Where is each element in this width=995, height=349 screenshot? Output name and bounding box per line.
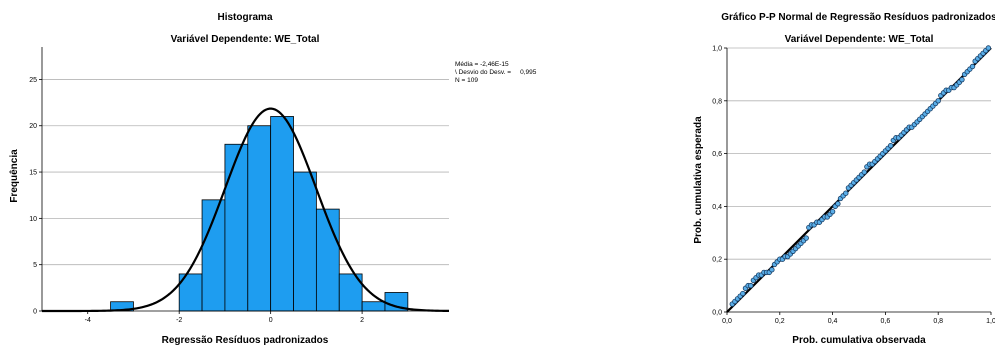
pp-plot-x-ticks: 0,0 0,2 0,4 0,6 0,8 1,0 — [722, 312, 995, 325]
pp-plot-point — [861, 169, 867, 175]
histogram-y-tick-label: 25 — [29, 77, 37, 84]
pp-plot-gridlines — [727, 47, 991, 260]
pp-plot-point — [829, 208, 836, 215]
histogram-title: Histograma — [217, 12, 272, 23]
pp-plot-point — [887, 142, 894, 149]
pp-plot-y-tick-label: 0,4 — [712, 204, 722, 211]
histogram-y-axis-title: Frequência — [9, 149, 20, 203]
pp-plot-point — [740, 290, 746, 297]
histogram-bar — [293, 171, 317, 312]
pp-plot-y-ticks: 0,0 0,2 0,4 0,6 0,8 1,0 — [712, 46, 727, 317]
histogram-x-axis-title: Regressão Resíduos padronizados — [162, 335, 329, 346]
pp-plot-point — [769, 267, 775, 273]
histogram-bar — [270, 116, 294, 312]
histogram-subtitle: Variável Dependente: WE_Total — [171, 34, 320, 45]
pp-plot-point — [985, 45, 992, 51]
pp-plot-subtitle: Variável Dependente: WE_Total — [785, 34, 934, 45]
histogram-y-tick-label: 0 — [33, 309, 37, 316]
histogram-y-tick-label: 15 — [29, 170, 37, 177]
pp-plot-x-tick-label: 1,0 — [986, 318, 995, 325]
histogram-x-tick-label: -2 — [176, 317, 182, 324]
pp-plot-x-tick-label: 0,0 — [722, 318, 732, 325]
pp-plot-chart: Gráfico P-P Normal de Regressão Resíduos… — [693, 12, 995, 346]
histogram-y-tick-label: 10 — [29, 216, 37, 223]
pp-plot-point — [835, 201, 841, 207]
histogram-bar — [224, 143, 249, 312]
histogram-x-tick-label: 0 — [269, 317, 273, 324]
histogram-bar — [361, 301, 386, 312]
pp-plot-y-tick-label: 0,8 — [712, 98, 722, 105]
histogram-bars — [110, 116, 409, 312]
histogram-y-ticks: 0 5 10 15 20 25 — [29, 77, 42, 316]
pp-plot-x-tick-label: 0,2 — [775, 318, 785, 325]
pp-plot-y-tick-label: 0,0 — [712, 310, 722, 317]
pp-plot-y-tick-label: 0,6 — [712, 151, 722, 158]
histogram-x-tick-label: -4 — [85, 317, 91, 324]
pp-plot-point — [959, 76, 965, 83]
pp-plot-point — [748, 282, 754, 289]
pp-plot-x-tick-label: 0,4 — [828, 318, 838, 325]
pp-plot-x-tick-label: 0,8 — [933, 318, 943, 325]
pp-plot-points — [729, 45, 992, 307]
stats-n: N = 109 — [455, 77, 478, 84]
pp-plot-y-axis-title: Prob. cumulativa esperada — [693, 116, 704, 244]
pp-plot-point — [969, 63, 976, 70]
pp-plot-title: Gráfico P-P Normal de Regressão Resíduos… — [721, 12, 995, 23]
histogram-y-tick-label: 20 — [29, 123, 37, 130]
pp-plot-x-axis-title: Prob. cumulativa observada — [792, 335, 926, 346]
histogram-chart: Histograma Variável Dependente: WE_Total… — [9, 12, 537, 346]
stats-mean: Média = -2,46E-15 — [455, 61, 509, 68]
pp-plot-point — [843, 190, 849, 196]
pp-plot-point — [803, 235, 809, 241]
histogram-x-tick-label: 2 — [360, 317, 364, 324]
histogram-y-tick-label: 5 — [33, 262, 37, 269]
stats-sd: \ Desvio do Desv. = 0,995 — [455, 69, 537, 76]
histogram-x-ticks: -4 -2 0 2 — [85, 311, 364, 324]
histogram-bar — [315, 208, 340, 312]
histogram-bar — [247, 125, 272, 312]
pp-plot-y-tick-label: 1,0 — [712, 46, 722, 53]
pp-plot-point — [935, 98, 941, 104]
pp-plot-y-tick-label: 0,2 — [712, 257, 722, 264]
pp-plot-x-tick-label: 0,6 — [881, 318, 891, 325]
